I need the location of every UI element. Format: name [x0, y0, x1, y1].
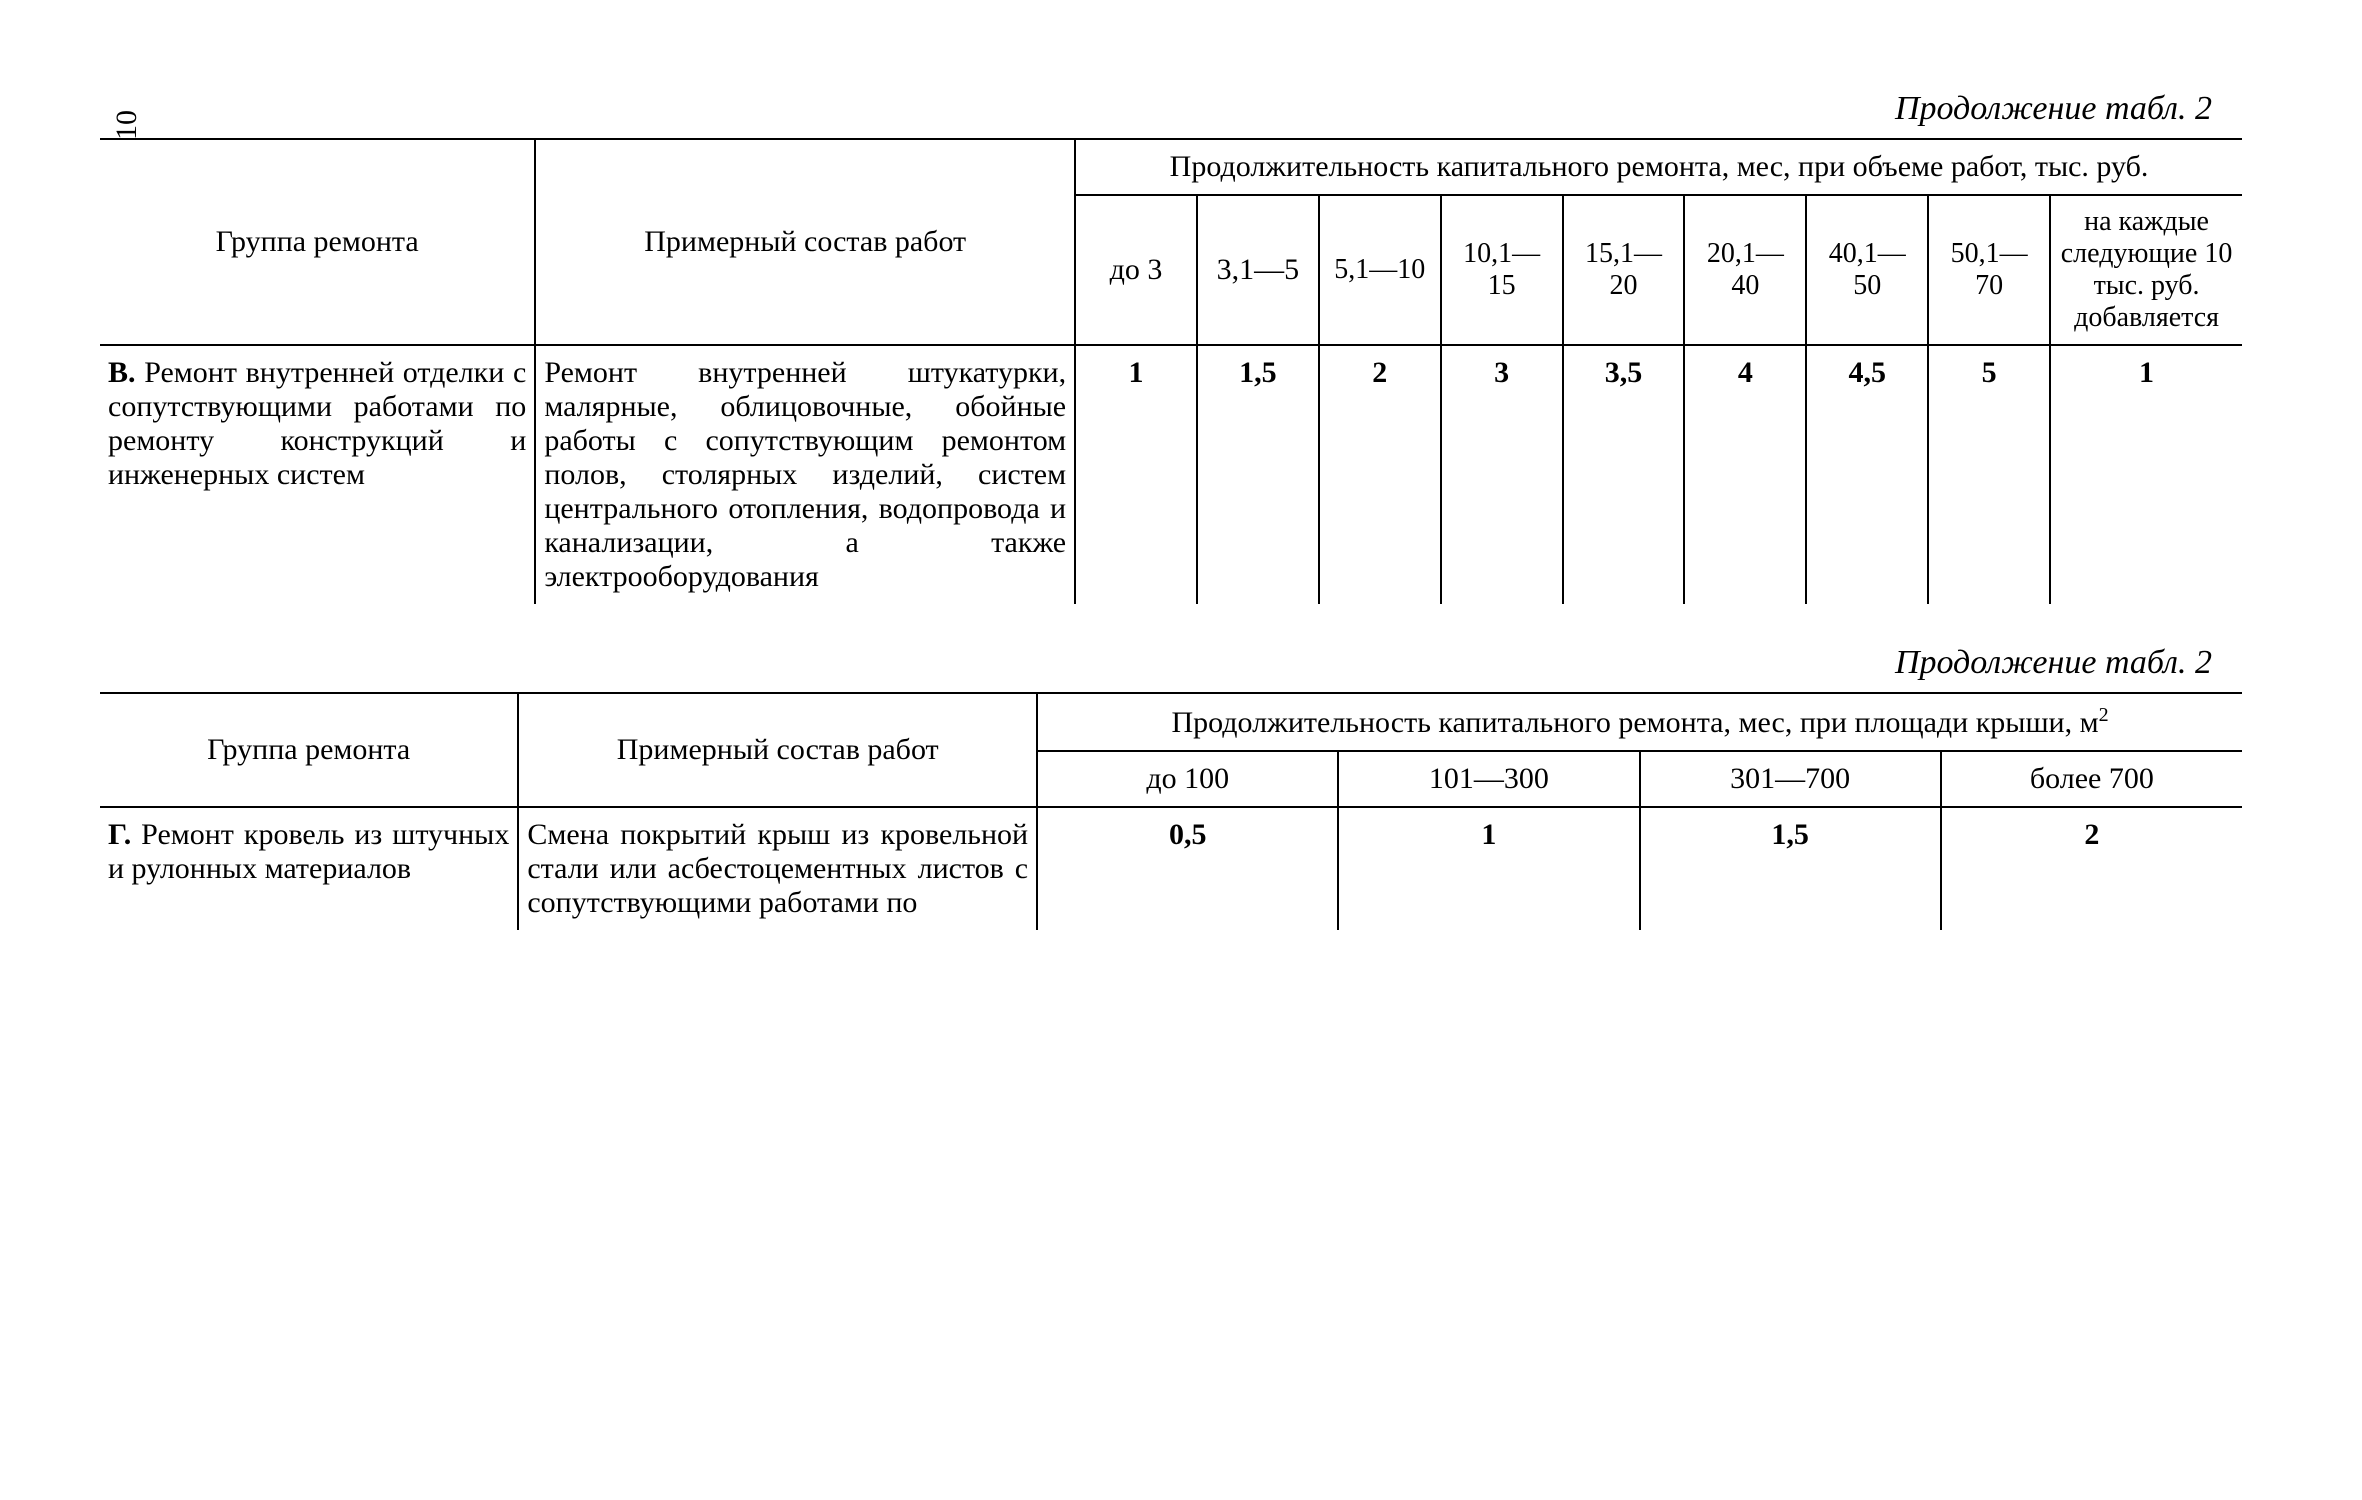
hdr-group: Группа ремонта	[100, 139, 535, 345]
hdr-col-5: 20,1—40	[1684, 195, 1806, 345]
cell2-val-0: 0,5	[1037, 807, 1338, 930]
cell2-val-3: 2	[1941, 807, 2242, 930]
table-caption-1: Продолжение табл. 2	[100, 90, 2212, 128]
cell2-val-1: 1	[1338, 807, 1639, 930]
cell-val-6: 4,5	[1806, 345, 1928, 604]
group-text: В. Ремонт внутренней отделки с сопутству…	[108, 356, 526, 491]
table-row: Г. Ремонт кровель из штучных и рулонных …	[100, 807, 2242, 930]
table-caption-2: Продолжение табл. 2	[100, 644, 2212, 682]
hdr-span-2-sup: 2	[2099, 704, 2109, 726]
hdr-scope: Примерный состав работ	[535, 139, 1075, 345]
cell-val-7: 5	[1928, 345, 2050, 604]
cell-scope: Ремонт внутренней штукатурки, малярные, …	[535, 345, 1075, 604]
cell-val-0: 1	[1075, 345, 1197, 604]
hdr-group-2: Группа ремонта	[100, 693, 518, 807]
hdr-col-7: 50,1—70	[1928, 195, 2050, 345]
page-number: 10	[110, 110, 144, 140]
cell-val-2: 2	[1319, 345, 1441, 604]
hdr-col-last: на каждые следующие 10 тыс. руб. добавля…	[2050, 195, 2242, 345]
cell2-val-2: 1,5	[1640, 807, 1941, 930]
hdr-col-1: 3,1—5	[1197, 195, 1319, 345]
page: 10 Продолжение табл. 2 Группа ремонта Пр…	[0, 0, 2362, 1500]
cell-val-1: 1,5	[1197, 345, 1319, 604]
hdr-scope-2: Примерный состав работ	[518, 693, 1037, 807]
hdr2-col-2: 301—700	[1640, 751, 1941, 807]
cell-val-5: 4	[1684, 345, 1806, 604]
hdr-col-6: 40,1—50	[1806, 195, 1928, 345]
hdr2-col-1: 101—300	[1338, 751, 1639, 807]
hdr-span: Продолжительность капитального ремонта, …	[1075, 139, 2242, 195]
hdr-col-0: до 3	[1075, 195, 1197, 345]
cell-group: В. Ремонт внутренней отделки с сопутству…	[100, 345, 535, 604]
cell-scope-2: Смена покрытий крыш из кровельной стали …	[518, 807, 1037, 930]
hdr-col-3: 10,1—15	[1441, 195, 1563, 345]
cell-val-4: 3,5	[1563, 345, 1685, 604]
hdr-span-2-text: Продолжительность капитального ремонта, …	[1171, 706, 2098, 739]
table-2: Группа ремонта Примерный состав работ Пр…	[100, 692, 2242, 930]
table-1: Группа ремонта Примерный состав работ Пр…	[100, 138, 2242, 604]
hdr-col-2: 5,1—10	[1319, 195, 1441, 345]
hdr-col-4: 15,1—20	[1563, 195, 1685, 345]
cell-group-2: Г. Ремонт кровель из штучных и рулонных …	[100, 807, 518, 930]
hdr2-col-3: более 700	[1941, 751, 2242, 807]
cell-val-3: 3	[1441, 345, 1563, 604]
hdr-span-2: Продолжительность капитального ремонта, …	[1037, 693, 2242, 751]
group-text-2: Г. Ремонт кровель из штучных и рулонных …	[108, 818, 509, 885]
hdr2-col-0: до 100	[1037, 751, 1338, 807]
cell-val-8: 1	[2050, 345, 2242, 604]
table-row: В. Ремонт внутренней отделки с сопутству…	[100, 345, 2242, 604]
